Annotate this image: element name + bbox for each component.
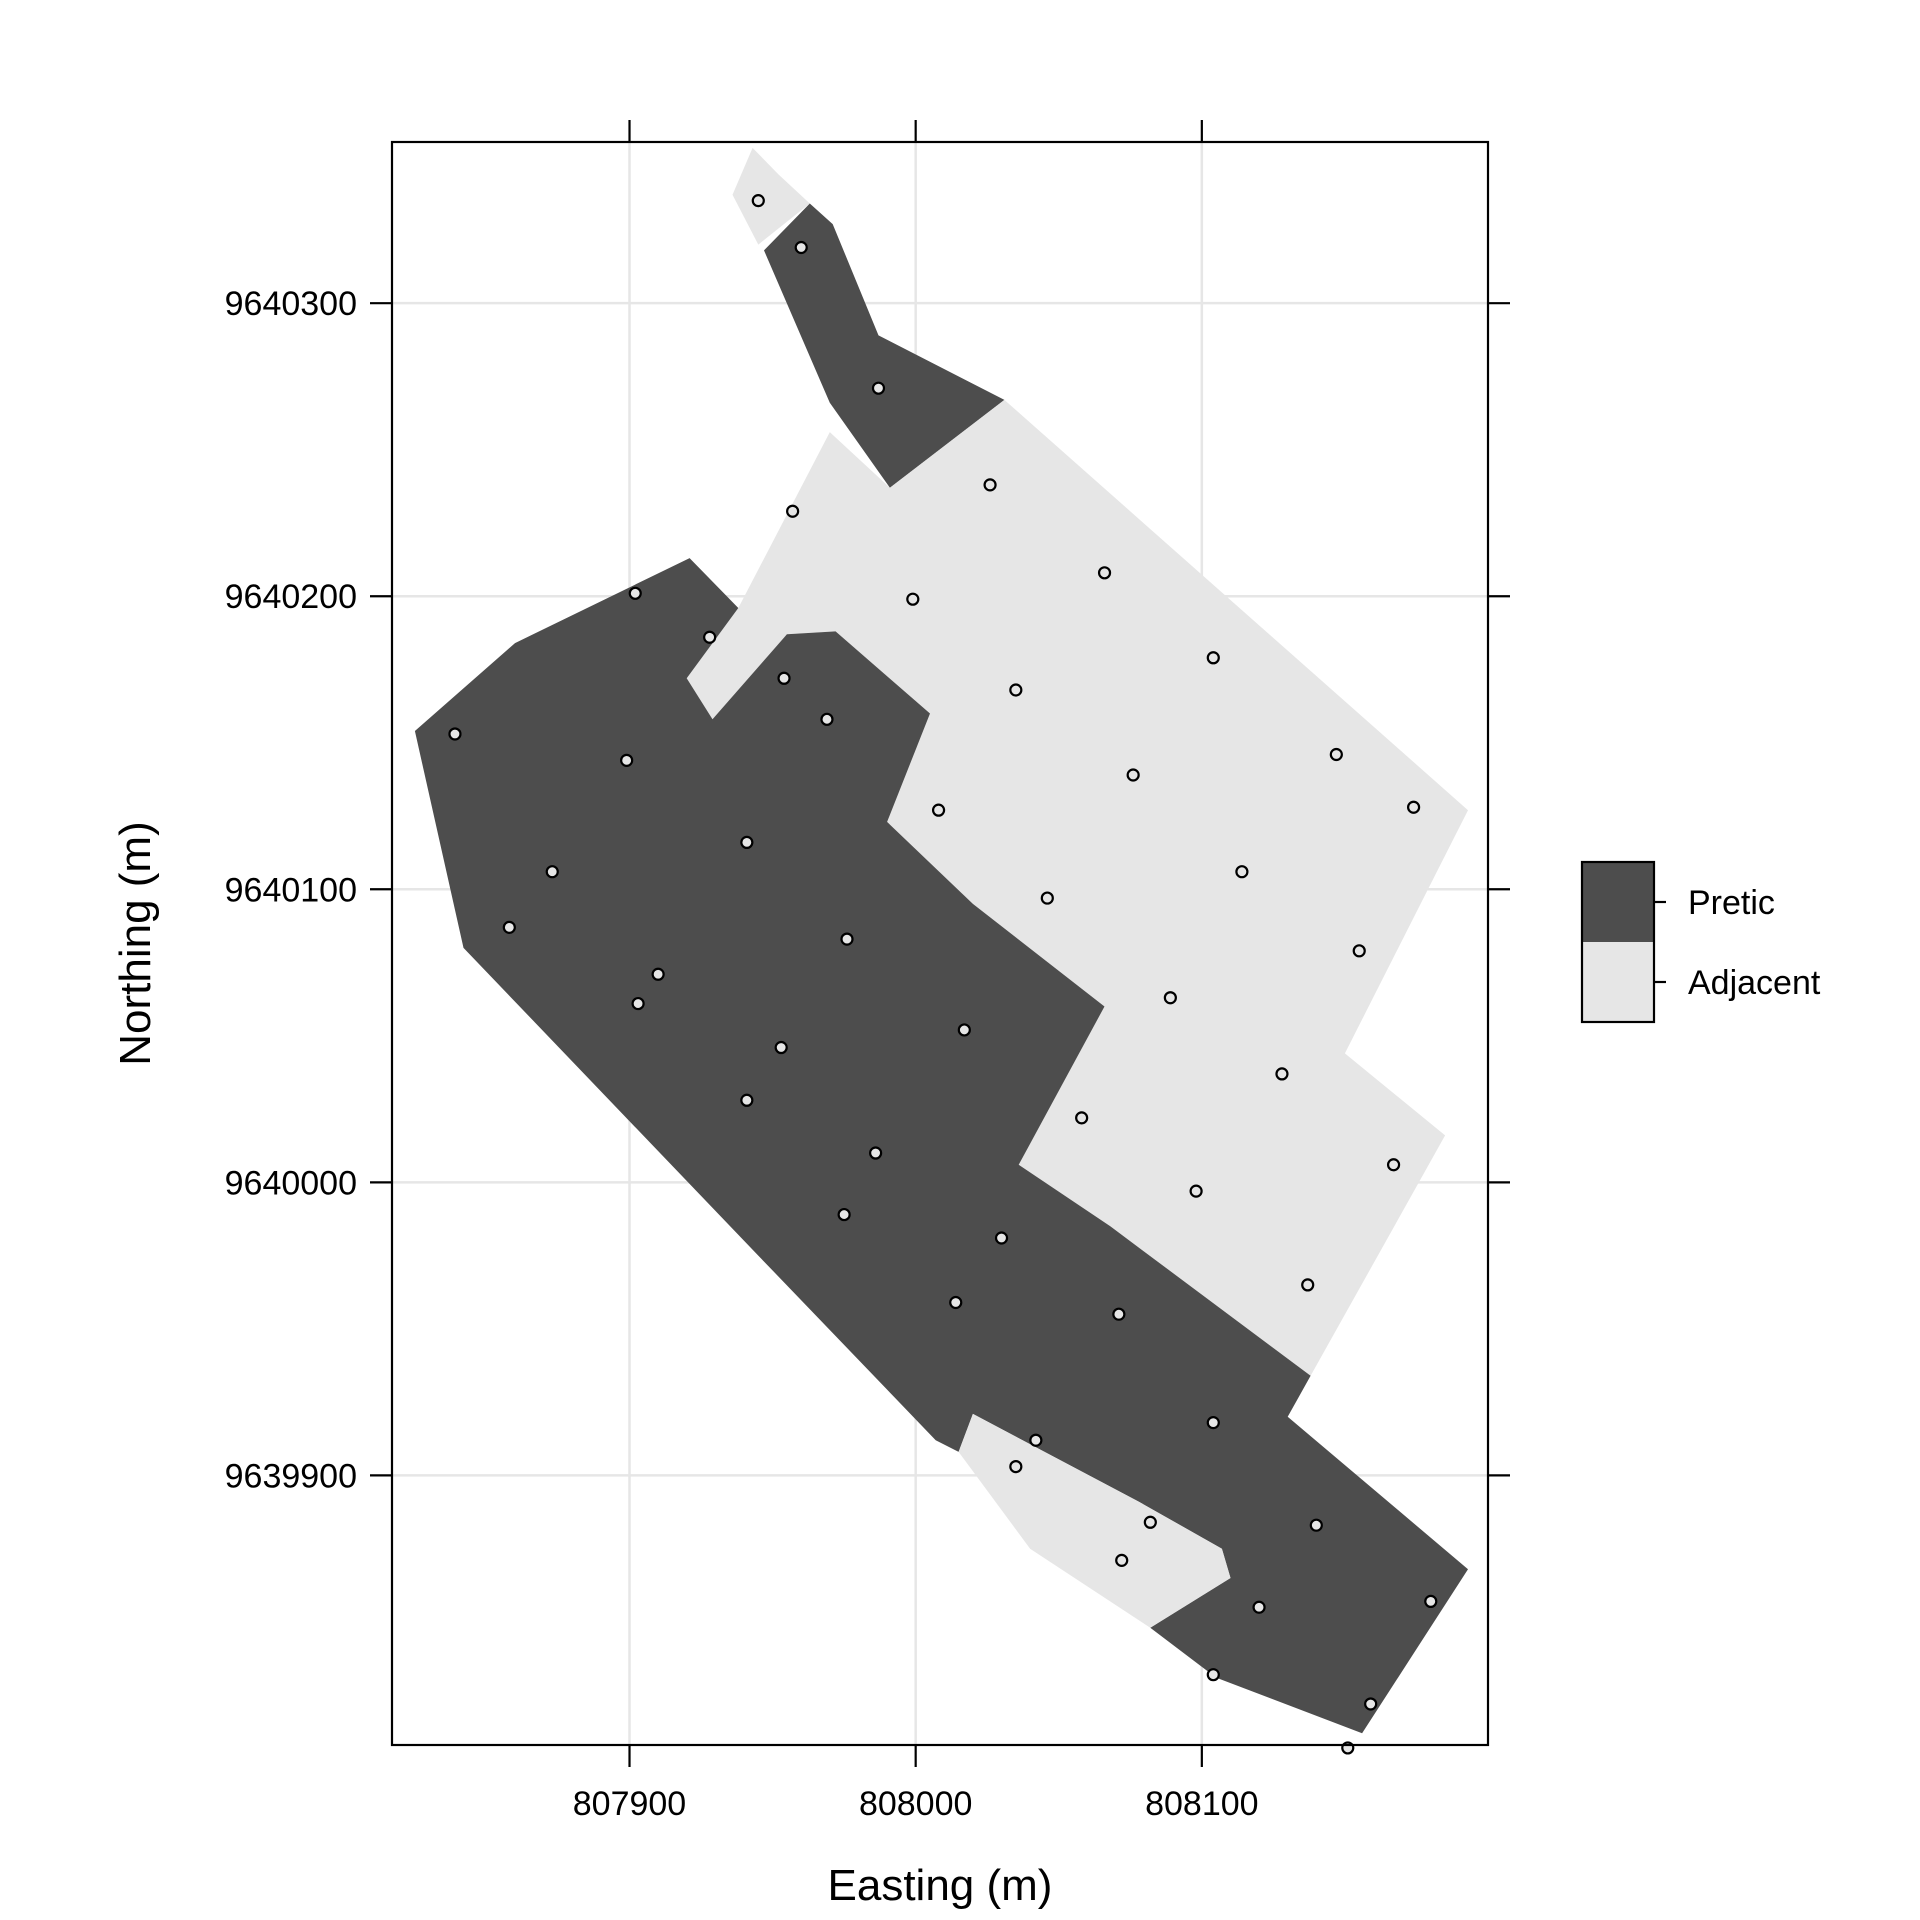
y-tick-label: 9640100 xyxy=(225,871,357,909)
sample-point xyxy=(994,1231,1009,1245)
sample-point xyxy=(1009,1459,1023,1474)
sample-point xyxy=(651,967,665,981)
map-regions xyxy=(414,147,1468,1734)
sample-point xyxy=(1352,944,1366,958)
sample-point xyxy=(1206,1416,1220,1430)
sample-point xyxy=(931,803,946,817)
x-axis-title: Easting (m) xyxy=(828,1861,1053,1910)
sample-point xyxy=(631,996,645,1011)
sample-point xyxy=(774,1040,788,1055)
legend-label-pretic: Pretic xyxy=(1688,884,1775,922)
sample-point xyxy=(871,381,886,395)
y-tick-label: 9639900 xyxy=(225,1457,357,1495)
sample-point xyxy=(448,727,462,741)
sample-point xyxy=(1206,651,1220,665)
sample-point xyxy=(1040,891,1054,905)
legend-frame xyxy=(1580,860,1656,1024)
sample-point xyxy=(1075,1111,1089,1125)
sample-point xyxy=(751,194,765,208)
sample-point xyxy=(1163,991,1177,1005)
sample-point xyxy=(1275,1067,1289,1081)
sample-point xyxy=(1206,1668,1220,1682)
sample-point xyxy=(1301,1278,1315,1292)
sample-point xyxy=(1112,1307,1126,1321)
sample-point xyxy=(1115,1553,1129,1567)
sample-point xyxy=(1329,747,1343,762)
sample-point xyxy=(869,1146,883,1160)
sample-point xyxy=(906,592,920,606)
sample-point xyxy=(786,504,800,518)
sample-point xyxy=(1097,566,1112,580)
sample-point xyxy=(957,1023,971,1037)
sample-point xyxy=(1424,1594,1438,1609)
legend-swatch-pretic xyxy=(1582,862,1654,942)
x-tick-label: 808100 xyxy=(1145,1785,1258,1823)
sample-point xyxy=(740,1093,754,1107)
sample-point xyxy=(1009,683,1023,697)
axis-ticks xyxy=(370,120,1510,1767)
sample-point xyxy=(820,712,834,726)
x-tick-label: 807900 xyxy=(573,1785,686,1823)
sample-point xyxy=(949,1295,963,1310)
adjacent-region xyxy=(958,1413,1231,1628)
tick-labels: 807900 808000 808100 9639900 9640000 9640100 9… xyxy=(225,285,1259,1823)
sample-point xyxy=(1364,1697,1378,1711)
sample-point xyxy=(620,753,634,767)
sample-point xyxy=(777,671,791,685)
y-tick-label: 9640000 xyxy=(225,1164,357,1202)
sample-point xyxy=(1386,1158,1401,1172)
sample-point xyxy=(502,920,516,934)
pretic-region xyxy=(414,558,1468,1734)
sample-point xyxy=(545,865,559,879)
sample-point xyxy=(1235,865,1249,879)
legend: Pretic Adjacent xyxy=(1580,860,1821,1024)
sample-point xyxy=(840,932,854,946)
sample-point xyxy=(628,586,642,600)
sample-point xyxy=(794,240,808,255)
adjacent-region xyxy=(686,399,1468,1376)
sample-point xyxy=(837,1207,851,1222)
sample-point xyxy=(1143,1515,1157,1529)
y-tick-label: 9640200 xyxy=(225,578,357,616)
plot-frame xyxy=(390,140,1490,1747)
y-axis-title: Northing (m) xyxy=(111,821,160,1066)
sample-points xyxy=(448,194,1438,1755)
sample-point xyxy=(1252,1600,1266,1614)
sample-point xyxy=(1029,1433,1043,1447)
x-tick-label: 808000 xyxy=(859,1785,972,1823)
legend-label-adjacent: Adjacent xyxy=(1688,964,1821,1002)
sample-point xyxy=(1406,800,1421,814)
legend-swatch-adjacent xyxy=(1582,942,1654,1022)
sample-point xyxy=(1309,1518,1323,1532)
sample-point xyxy=(983,478,997,492)
sample-point xyxy=(1189,1184,1203,1198)
pretic-region xyxy=(764,203,1005,488)
sample-point xyxy=(703,630,717,644)
sample-point xyxy=(1126,768,1140,782)
sample-point xyxy=(740,835,754,849)
y-tick-label: 9640300 xyxy=(225,285,357,323)
adjacent-region xyxy=(732,147,810,245)
